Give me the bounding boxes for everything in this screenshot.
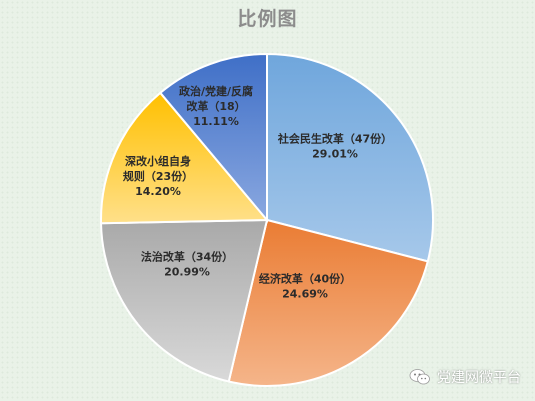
- pie-slice: [266, 52, 434, 263]
- slice-label: 政治/党建/反腐改革（18） 11.11%: [179, 84, 253, 128]
- chart-title: 比例图: [237, 8, 298, 30]
- wechat-icon: [409, 369, 430, 385]
- watermark: 党建网微平台: [409, 367, 521, 387]
- slice-label: 社会民生改革（47份） 29.01%: [277, 132, 392, 161]
- pie-slice: [158, 52, 268, 223]
- pie-slice: [100, 91, 270, 225]
- pie-slice: [227, 218, 429, 387]
- slice-label: 经济改革（40份） 24.69%: [259, 272, 351, 301]
- watermark-text: 党建网微平台: [437, 370, 521, 386]
- pie-slice: [100, 218, 269, 383]
- slice-label: 深改小组自身规则（23份） 14.20%: [123, 154, 193, 198]
- slice-label: 法治改革（34份） 20.99%: [141, 250, 233, 279]
